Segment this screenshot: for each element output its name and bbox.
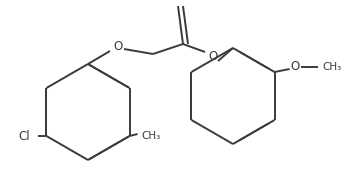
Text: O: O — [175, 0, 185, 2]
Text: CH₃: CH₃ — [323, 62, 342, 72]
Text: Cl: Cl — [19, 129, 30, 142]
Text: O: O — [113, 40, 123, 52]
Text: O: O — [208, 50, 218, 63]
Text: O: O — [290, 60, 299, 74]
Text: CH₃: CH₃ — [142, 131, 161, 141]
